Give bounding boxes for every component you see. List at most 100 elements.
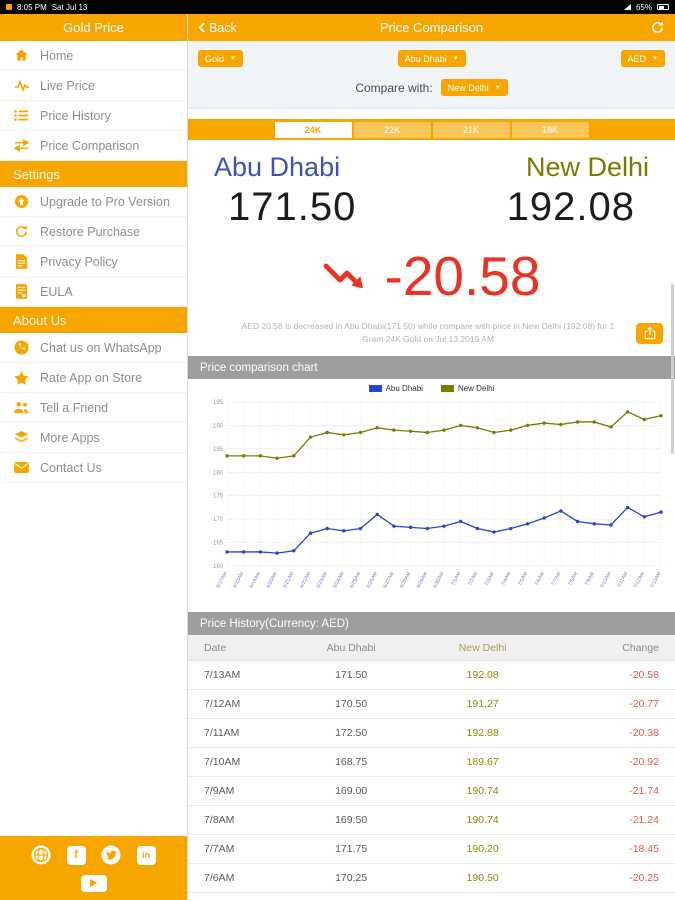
history-table-header: Date Abu Dhabi New Delhi Change	[188, 635, 675, 662]
svg-text:195: 195	[212, 400, 223, 406]
mail-icon	[13, 459, 30, 476]
sidebar-section-settings: Settings	[0, 161, 187, 187]
karat-tabs: 24K 22K 21K 18K	[188, 119, 675, 140]
svg-text:7/3AM: 7/3AM	[483, 571, 495, 587]
friends-icon	[13, 399, 30, 416]
price-history-icon	[13, 107, 30, 124]
svg-text:6/26AM: 6/26AM	[365, 571, 378, 589]
nav-bar: Back Price Comparison	[188, 14, 675, 41]
battery-icon	[657, 4, 669, 10]
sidebar-item-privacy-policy[interactable]: Privacy Policy	[0, 247, 187, 277]
svg-text:185: 185	[212, 447, 223, 453]
city-b-name: New Delhi	[525, 152, 649, 182]
history-table-body: 7/13AM 171.50 192.08 -20.58 7/12AM 170.50 191.…	[188, 661, 675, 894]
svg-text:7/2AM: 7/2AM	[467, 571, 479, 587]
svg-text:6/30AM: 6/30AM	[432, 571, 445, 589]
website-icon[interactable]	[31, 845, 51, 865]
svg-text:7/10AM: 7/10AM	[599, 571, 612, 589]
price-comparison-icon	[13, 137, 30, 154]
svg-text:180: 180	[212, 471, 223, 477]
linkedin-icon[interactable]: in	[136, 845, 156, 865]
compare-with-label: Compare with:	[355, 80, 433, 95]
sidebar-item-price-comparison[interactable]: Price Comparison	[0, 131, 187, 161]
sidebar-item-rate-app[interactable]: Rate App on Store	[0, 363, 187, 393]
sidebar-item-tell-a-friend[interactable]: Tell a Friend	[0, 393, 187, 423]
table-row: 7/9AM 169.00 190.74 -21.74	[188, 777, 675, 807]
svg-text:7/8AM: 7/8AM	[567, 571, 579, 587]
star-icon	[13, 369, 30, 386]
compare-city-dropdown[interactable]: New Delhi ▼	[440, 79, 508, 96]
table-row: 7/7AM 171.75 190.20 -18.45	[188, 835, 675, 865]
chart-section-header: Price comparison chart	[188, 356, 675, 380]
tab-18k[interactable]: 18K	[511, 121, 589, 138]
svg-text:190: 190	[212, 424, 223, 430]
svg-text:7/7AM: 7/7AM	[550, 571, 562, 587]
currency-dropdown[interactable]: AED ▼	[620, 50, 665, 67]
svg-text:6/24AM: 6/24AM	[332, 571, 345, 589]
status-bar: 8:05 PM Sat Jul 13 65%	[0, 0, 675, 14]
tab-21k[interactable]: 21K	[432, 121, 510, 138]
sidebar-item-label: Privacy Policy	[40, 254, 118, 269]
twitter-icon[interactable]	[101, 845, 121, 865]
sidebar-item-home[interactable]: Home	[0, 41, 187, 71]
svg-text:6/28AM: 6/28AM	[398, 571, 411, 589]
tab-24k[interactable]: 24K	[274, 121, 352, 138]
refresh-icon	[652, 21, 663, 33]
sidebar-item-label: Live Price	[40, 78, 95, 93]
table-row: 7/8AM 169.50 190.74 -21.24	[188, 806, 675, 836]
live-price-icon	[13, 77, 30, 94]
sidebar-item-restore-purchase[interactable]: Restore Purchase	[0, 217, 187, 247]
table-row: 7/13AM 171.50 192.08 -20.58	[188, 661, 675, 691]
svg-text:6/22AM: 6/22AM	[298, 571, 311, 589]
back-button[interactable]: Back	[198, 21, 288, 35]
sidebar-item-live-price[interactable]: Live Price	[0, 71, 187, 101]
chart-legend: Abu Dhabi New Delhi	[188, 382, 675, 394]
svg-text:175: 175	[212, 494, 223, 500]
decrease-arrow-icon	[323, 263, 363, 289]
legend-item: New Delhi	[440, 384, 494, 393]
signal-icon	[623, 4, 631, 10]
sidebar-item-whatsapp[interactable]: Chat us on WhatsApp	[0, 333, 187, 363]
sidebar-item-label: Chat us on WhatsApp	[40, 340, 162, 355]
share-button[interactable]	[636, 322, 663, 344]
city-b-price: 192.08	[506, 185, 635, 229]
svg-text:6/19AM: 6/19AM	[248, 571, 261, 589]
city-dropdown[interactable]: Abu Dhabi ▼	[397, 50, 466, 67]
status-date: Sat Jul 13	[51, 2, 88, 12]
notification-icon	[6, 4, 12, 10]
filter-block: Gold ▼ Abu Dhabi ▼ AED ▼ Compare with: New …	[188, 41, 675, 109]
back-chevron-icon	[198, 22, 205, 33]
table-row: 7/12AM 170.50 191.27 -20.77	[188, 690, 675, 720]
svg-text:7/11AM: 7/11AM	[616, 571, 629, 589]
sidebar-item-label: Upgrade to Pro Version	[40, 194, 170, 209]
svg-text:7/1AM: 7/1AM	[450, 571, 462, 587]
legend-item: Abu Dhabi	[368, 384, 423, 393]
main-content: Back Price Comparison Gold ▼ Abu Dhabi ▼ A…	[188, 14, 675, 900]
eula-icon	[13, 283, 30, 300]
sidebar-item-label: Home	[40, 48, 74, 63]
history-section-header: Price History(Currency: AED)	[188, 612, 675, 636]
sidebar-item-label: EULA	[40, 284, 73, 299]
scrollbar-thumb[interactable]	[671, 284, 674, 454]
sidebar-item-more-apps[interactable]: More Apps	[0, 423, 187, 453]
sidebar-item-price-history[interactable]: Price History	[0, 101, 187, 131]
sidebar-item-eula[interactable]: EULA	[0, 277, 187, 307]
apps-icon	[13, 429, 30, 446]
sidebar-item-upgrade-pro[interactable]: Upgrade to Pro Version	[0, 187, 187, 217]
sidebar-footer: f in	[0, 836, 187, 900]
page-title: Price Comparison	[379, 20, 484, 35]
svg-text:7/6AM: 7/6AM	[533, 571, 545, 587]
svg-text:6/29AM: 6/29AM	[415, 571, 428, 589]
sidebar-item-contact-us[interactable]: Contact Us	[0, 453, 187, 483]
metal-dropdown[interactable]: Gold ▼	[198, 50, 243, 67]
sidebar-section-about: About Us	[0, 307, 187, 333]
refresh-button[interactable]	[650, 20, 665, 35]
svg-text:6/20AM: 6/20AM	[265, 571, 278, 589]
restore-icon	[13, 223, 30, 240]
sidebar-item-label: More Apps	[40, 430, 100, 445]
tab-22k[interactable]: 22K	[353, 121, 431, 138]
facebook-icon[interactable]: f	[66, 845, 86, 865]
youtube-icon[interactable]	[80, 873, 107, 893]
table-row: 7/11AM 172.50 192.88 -20.38	[188, 719, 675, 749]
chart-area: Abu Dhabi New Delhi 160 165 170 175 180 185 190…	[188, 379, 675, 613]
